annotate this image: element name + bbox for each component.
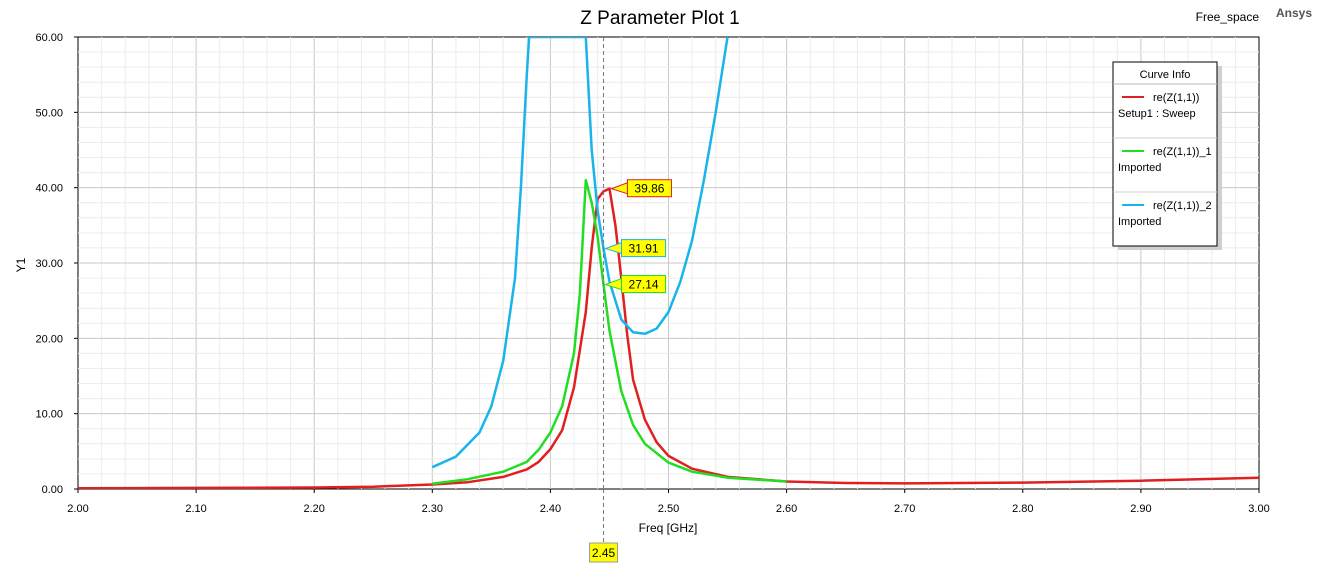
x-tick-label: 2.90 — [1130, 503, 1151, 515]
cursor-label: 2.45 — [592, 546, 616, 560]
marker-box[interactable] — [626, 179, 672, 198]
x-tick-label: 2.00 — [67, 503, 88, 515]
legend-series-source: Imported — [1118, 162, 1161, 174]
x-axis-label: Freq [GHz] — [639, 521, 698, 535]
x-tick-label: 2.50 — [658, 503, 679, 515]
curves — [78, 37, 1259, 489]
y-tick-label: 40.00 — [35, 183, 63, 195]
curve-info-legend[interactable]: Curve Info re(Z(1,1))Setup1 : Sweepre(Z(… — [1112, 61, 1222, 250]
brand-logo: Ansys — [1276, 6, 1312, 20]
cursor-group: 2.45 — [589, 37, 619, 563]
legend-series-name: re(Z(1,1)) — [1153, 92, 1199, 104]
y-tick-labels: 0.00 10.00 20.00 30.00 40.00 50.00 60.00 — [35, 32, 78, 496]
cursor-label-box[interactable] — [589, 542, 619, 563]
x-tick-label: 2.20 — [303, 503, 324, 515]
y-tick-label: 50.00 — [35, 107, 63, 119]
y-tick-label: 20.00 — [35, 333, 63, 345]
legend-title: Curve Info — [1140, 69, 1191, 81]
marker-label: 27.14 — [629, 278, 659, 292]
marker-box[interactable] — [621, 275, 667, 294]
marker-box[interactable] — [621, 239, 667, 258]
legend-series-name: re(Z(1,1))_1 — [1153, 146, 1212, 158]
marker-label: 31.91 — [629, 242, 659, 256]
x-tick-label: 2.10 — [185, 503, 206, 515]
x-tick-label: 2.40 — [540, 503, 561, 515]
y-tick-label: 0.00 — [42, 484, 63, 496]
y-axis-label: Y1 — [14, 257, 28, 272]
series-line-3[interactable] — [431, 37, 729, 469]
x-tick-label: 2.30 — [422, 503, 443, 515]
series-line-2[interactable] — [432, 178, 787, 485]
legend-entries: re(Z(1,1)) Setup1 : Sweep re(Z(1,1))_1 Impo… — [1113, 92, 1217, 228]
legend-series-name: re(Z(1,1))_2 — [1153, 200, 1212, 212]
legend-series-source: Setup1 : Sweep — [1118, 108, 1196, 120]
x-tick-label: 2.60 — [776, 503, 797, 515]
design-name: Free_space — [1196, 10, 1260, 24]
y-tick-label: 10.00 — [35, 409, 63, 421]
x-tick-labels: 2.00 2.10 2.20 2.30 2.40 2.50 2.60 2.70 2.80 2.90… — [67, 489, 1270, 515]
plot-title: Z Parameter Plot 1 — [580, 8, 739, 29]
y-tick-label: 30.00 — [35, 258, 63, 270]
x-tick-label: 2.70 — [894, 503, 915, 515]
grid-lines — [78, 37, 1259, 489]
markers-group: 39.86 31.91 27.14 — [604, 179, 672, 294]
legend-series-source: Imported — [1118, 216, 1161, 228]
x-tick-label: 2.80 — [1012, 503, 1033, 515]
y-tick-label: 60.00 — [35, 32, 63, 44]
marker-label: 39.86 — [634, 182, 664, 196]
x-tick-label: 3.00 — [1248, 503, 1269, 515]
